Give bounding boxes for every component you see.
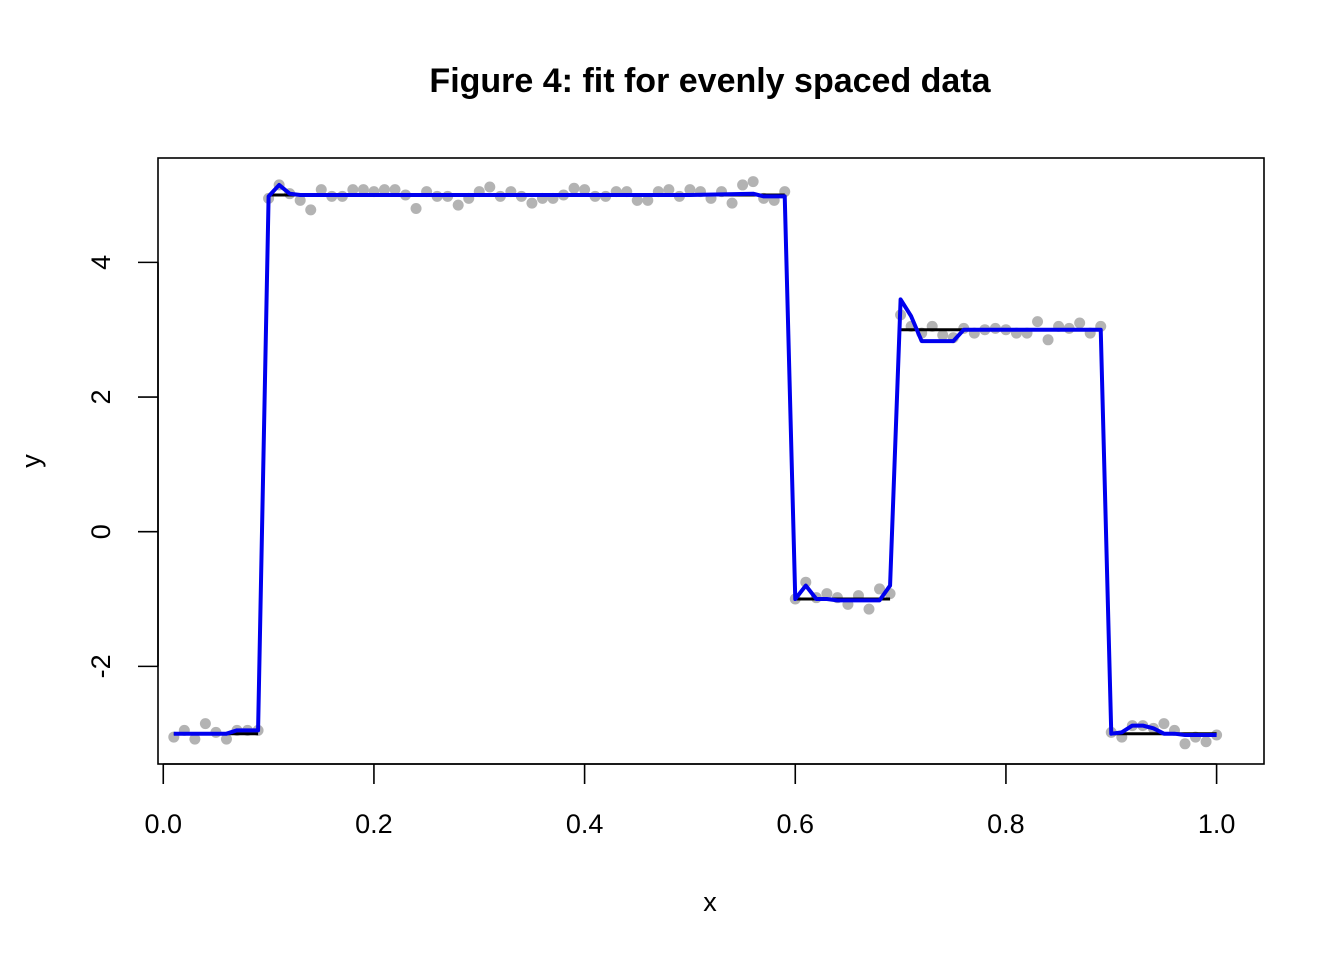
y-tick-label: 0 xyxy=(86,524,116,539)
data-point xyxy=(315,184,327,196)
plot-frame xyxy=(157,157,1265,765)
data-point xyxy=(747,176,759,188)
y-axis-label: y xyxy=(16,454,46,468)
plot-area xyxy=(168,176,1223,750)
data-point xyxy=(484,181,496,193)
data-point xyxy=(937,329,949,341)
x-tick-label: 0.6 xyxy=(776,809,814,839)
x-tick-label: 0.4 xyxy=(566,809,604,839)
data-point xyxy=(199,718,211,730)
x-tick-label: 0.8 xyxy=(987,809,1025,839)
data-point xyxy=(874,583,886,595)
data-point xyxy=(863,603,875,615)
data-point xyxy=(1200,736,1212,748)
data-point xyxy=(526,197,538,209)
data-point xyxy=(357,184,369,196)
data-point xyxy=(1074,317,1086,329)
data-point xyxy=(737,179,749,191)
y-tick-label: 2 xyxy=(86,390,116,405)
y-tick-label: 4 xyxy=(86,255,116,270)
data-point xyxy=(579,184,591,196)
data-point xyxy=(189,733,201,745)
data-point xyxy=(568,182,580,194)
x-axis: 0.0 0.2 0.4 0.6 0.8 1.0 xyxy=(144,763,1236,839)
data-point xyxy=(378,184,390,196)
y-tick-label: -2 xyxy=(86,654,116,678)
y-axis: -2 0 2 4 xyxy=(86,255,159,678)
x-tick-label: 0.2 xyxy=(355,809,393,839)
data-point xyxy=(726,197,738,209)
data-point xyxy=(1042,334,1054,346)
data-point xyxy=(663,184,675,196)
chart-title: Figure 4: fit for evenly spaced data xyxy=(429,62,991,100)
data-point xyxy=(1032,316,1044,328)
x-axis-label: x xyxy=(703,887,717,917)
data-point xyxy=(305,204,317,216)
data-point xyxy=(684,184,696,196)
data-point xyxy=(821,588,833,600)
data-point xyxy=(1179,738,1191,750)
data-point xyxy=(410,203,422,214)
x-tick-label: 0.0 xyxy=(144,809,182,839)
data-point xyxy=(389,184,401,196)
data-point xyxy=(220,733,232,745)
data-point xyxy=(800,576,812,588)
data-point xyxy=(347,184,359,196)
fit-line xyxy=(173,182,1217,738)
data-point xyxy=(1158,718,1170,730)
data-point xyxy=(452,199,464,211)
data-point xyxy=(642,194,654,206)
x-tick-label: 1.0 xyxy=(1198,809,1236,839)
data-point xyxy=(631,194,643,206)
data-point xyxy=(294,194,306,206)
